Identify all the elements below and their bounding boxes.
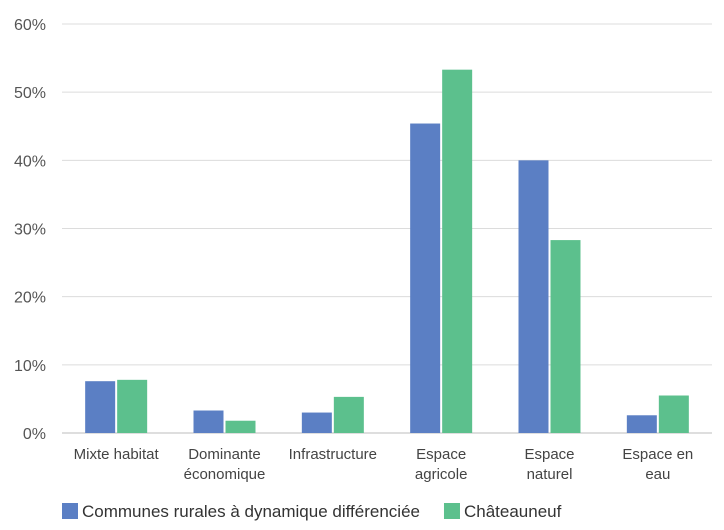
bars bbox=[85, 69, 689, 434]
y-tick-label: 30% bbox=[14, 222, 46, 239]
legend-swatch bbox=[62, 503, 78, 519]
bar bbox=[301, 412, 332, 433]
y-tick-label: 40% bbox=[14, 153, 46, 170]
x-tick-label: eau bbox=[645, 466, 670, 483]
y-tick-label: 0% bbox=[23, 426, 46, 443]
y-tick-label: 10% bbox=[14, 358, 46, 375]
x-axis-labels: Mixte habitat Dominante économique Infrastr… bbox=[74, 446, 694, 483]
x-tick-label: Espace en bbox=[622, 446, 693, 463]
gridlines bbox=[62, 23, 712, 434]
bar bbox=[225, 420, 256, 433]
bar bbox=[550, 240, 581, 433]
bar bbox=[658, 395, 689, 433]
bar bbox=[442, 69, 473, 434]
legend: Communes rurales à dynamique différencié… bbox=[62, 502, 562, 521]
x-tick-label: économique bbox=[184, 466, 266, 483]
x-tick-label: Mixte habitat bbox=[74, 446, 160, 463]
x-tick-label: naturel bbox=[527, 466, 573, 483]
legend-swatch bbox=[443, 503, 460, 519]
y-tick-label: 50% bbox=[14, 85, 46, 102]
bar bbox=[117, 379, 148, 433]
y-tick-label: 60% bbox=[14, 17, 46, 34]
bar bbox=[410, 123, 441, 434]
y-tick-label: 20% bbox=[14, 290, 46, 307]
bar bbox=[626, 415, 657, 433]
x-tick-label: Espace bbox=[524, 446, 574, 463]
bar bbox=[193, 410, 224, 433]
x-tick-label: agricole bbox=[415, 466, 468, 483]
x-tick-label: Espace bbox=[416, 446, 466, 463]
bar bbox=[333, 396, 364, 433]
x-tick-label: Dominante bbox=[188, 446, 261, 463]
x-tick-label: Infrastructure bbox=[289, 446, 377, 463]
bar bbox=[85, 381, 116, 433]
legend-label: Communes rurales à dynamique différencié… bbox=[82, 502, 420, 521]
y-axis: 0% 10% 20% 30% 40% 50% 60% bbox=[14, 17, 46, 443]
legend-label: Châteauneuf bbox=[464, 502, 562, 521]
bar bbox=[518, 160, 549, 434]
